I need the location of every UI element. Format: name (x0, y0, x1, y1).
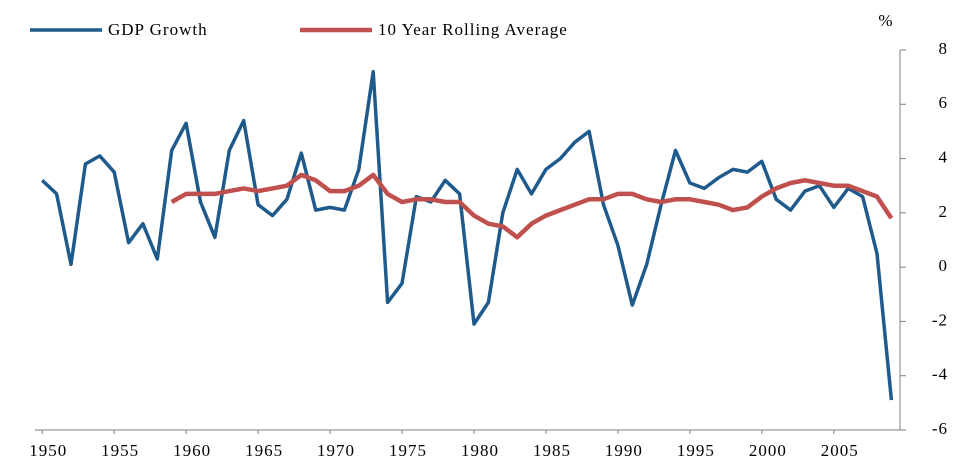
x-tick-label: 1950 (29, 441, 67, 460)
y-tick-label: 0 (939, 256, 949, 275)
y-tick-label: 6 (939, 93, 949, 112)
x-tick-label: 1955 (101, 441, 139, 460)
x-tick-label: 2000 (749, 441, 787, 460)
x-tick-label: 1965 (245, 441, 283, 460)
x-tick-label: 1990 (605, 441, 643, 460)
legend-label: GDP Growth (108, 20, 208, 39)
x-tick-label: 1960 (173, 441, 211, 460)
y-tick-label: 8 (939, 39, 949, 58)
y-unit-label: % (878, 11, 893, 30)
x-tick-label: 1980 (461, 441, 499, 460)
y-tick-label: 4 (939, 147, 949, 166)
x-tick-label: 1995 (677, 441, 715, 460)
x-tick-label: 1975 (389, 441, 427, 460)
y-tick-label: -6 (932, 419, 948, 438)
x-tick-label: 2005 (821, 441, 859, 460)
series-line (40, 69, 894, 401)
y-tick-label: -4 (932, 365, 948, 384)
y-tick-label: 2 (939, 202, 949, 221)
legend-label: 10 Year Rolling Average (378, 20, 568, 39)
x-tick-label: 1985 (533, 441, 571, 460)
series-line (170, 172, 894, 240)
x-tick-label: 1970 (317, 441, 355, 460)
y-tick-label: -2 (932, 310, 948, 329)
